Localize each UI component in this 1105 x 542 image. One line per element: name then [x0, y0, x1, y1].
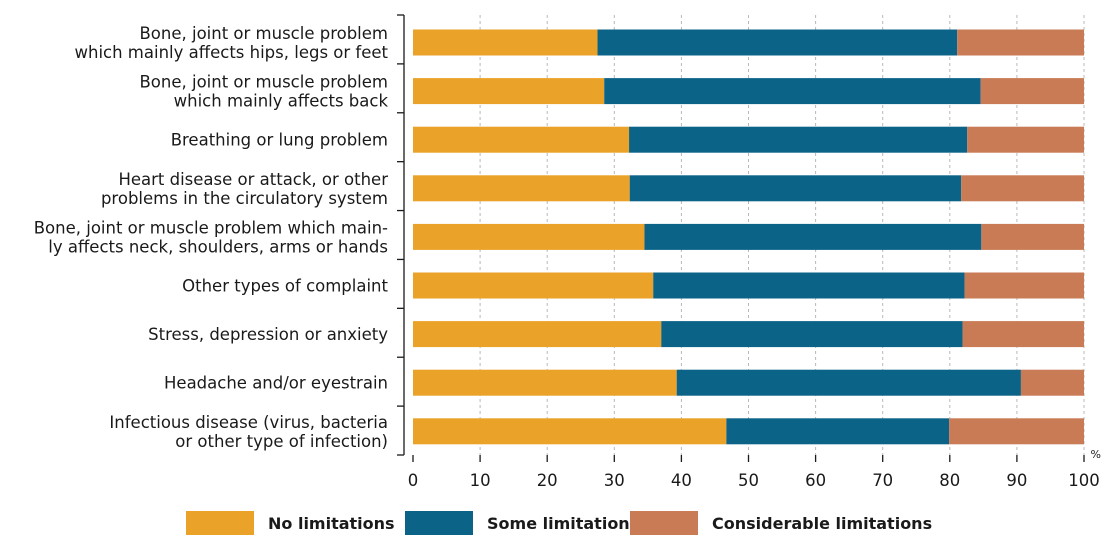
category-label-7: Headache and/or eyestrain [164, 374, 388, 393]
bar-considerable-limitations-2 [967, 126, 1084, 153]
legend-item-no-limitations: No limitations [186, 508, 395, 538]
legend: No limitations Some limitations Consider… [0, 508, 1105, 538]
legend-label-some-limitations: Some limitations [487, 513, 640, 533]
bar-some-limitations-2 [629, 126, 968, 153]
legend-label-considerable-limitations: Considerable limitations [712, 513, 933, 533]
category-label-8-line-2: or other type of infection) [175, 432, 388, 451]
bar-considerable-limitations-3 [961, 175, 1084, 202]
bar-considerable-limitations-1 [980, 78, 1084, 105]
bar-some-limitations-0 [597, 29, 958, 56]
category-label-6: Stress, depression or anxiety [148, 325, 388, 344]
bar-considerable-limitations-8 [949, 418, 1084, 445]
bar-no-limitations-4 [413, 223, 645, 250]
legend-label-no-limitations: No limitations [268, 513, 395, 533]
axes [397, 14, 1085, 462]
category-label-8-line-1: Infectious disease (virus, bacteria [109, 413, 388, 432]
bar-considerable-limitations-4 [981, 223, 1084, 250]
bar-considerable-limitations-7 [1020, 369, 1084, 396]
bar-no-limitations-6 [413, 321, 662, 348]
x-tick-label-10: 10 [470, 471, 491, 490]
bar-no-limitations-1 [413, 78, 605, 105]
bar-no-limitations-7 [413, 369, 677, 396]
x-tick-label-50: 50 [738, 471, 759, 490]
bar-some-limitations-1 [604, 78, 981, 105]
x-tick-label-80: 80 [939, 471, 960, 490]
x-tick-label-60: 60 [805, 471, 826, 490]
category-label-3-line-1: Heart disease or attack, or other [118, 170, 388, 189]
x-tick-label-100: 100 [1068, 471, 1100, 490]
x-tick-labels: 0 10 20 30 40 50 60 70 80 90 100% [408, 448, 1101, 490]
category-label-1-line-1: Bone, joint or muscle problem [139, 73, 388, 92]
bar-no-limitations-8 [413, 418, 727, 445]
bar-considerable-limitations-6 [962, 321, 1084, 348]
legend-swatch-considerable-limitations [630, 511, 698, 535]
bar-no-limitations-3 [413, 175, 630, 202]
x-tick-label-40: 40 [671, 471, 692, 490]
category-label-0-line-2: which mainly affects hips, legs or feet [75, 43, 389, 62]
bar-considerable-limitations-0 [957, 29, 1084, 56]
category-label-4-line-1: Bone, joint or muscle problem which main… [34, 218, 388, 237]
bar-some-limitations-6 [661, 321, 963, 348]
x-tick-label-20: 20 [537, 471, 558, 490]
bar-some-limitations-8 [726, 418, 950, 445]
category-label-1-line-2: which mainly affects back [174, 92, 389, 111]
bar-no-limitations-5 [413, 272, 654, 299]
x-tick-label-90: 90 [1006, 471, 1027, 490]
x-tick-label-70: 70 [872, 471, 893, 490]
bar-some-limitations-3 [629, 175, 962, 202]
bar-no-limitations-0 [413, 29, 598, 56]
category-label-3-line-2: problems in the circulatory system [101, 189, 388, 208]
bars [413, 29, 1084, 445]
category-label-2: Breathing or lung problem [171, 131, 388, 150]
legend-swatch-some-limitations [405, 511, 473, 535]
x-unit-label: % [1091, 448, 1101, 461]
category-label-0-line-1: Bone, joint or muscle problem [139, 24, 388, 43]
legend-item-some-limitations: Some limitations [405, 508, 639, 538]
category-label-5: Other types of complaint [182, 277, 388, 296]
bar-some-limitations-4 [644, 223, 982, 250]
x-tick-label-30: 30 [604, 471, 625, 490]
bar-some-limitations-7 [676, 369, 1021, 396]
bar-no-limitations-2 [413, 126, 630, 153]
bar-some-limitations-5 [653, 272, 965, 299]
category-label-4-line-2: ly affects neck, shoulders, arms or hand… [48, 237, 388, 256]
x-tick-label-0: 0 [408, 471, 419, 490]
legend-swatch-no-limitations [186, 511, 254, 535]
legend-item-considerable-limitations: Considerable limitations [630, 508, 932, 538]
bar-considerable-limitations-5 [964, 272, 1084, 299]
